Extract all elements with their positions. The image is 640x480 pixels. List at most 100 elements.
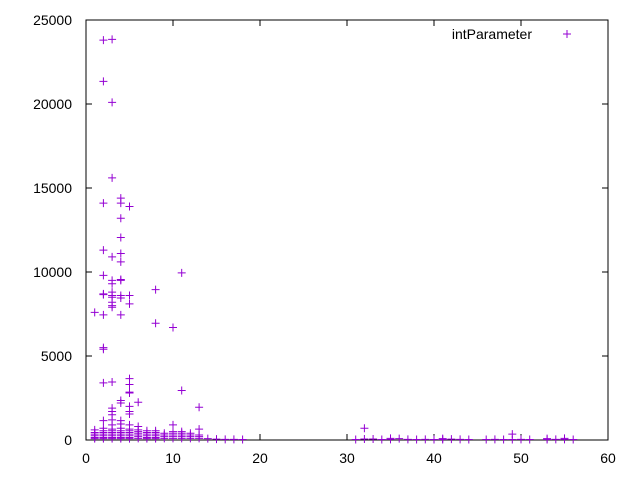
data-point <box>569 435 578 444</box>
data-point <box>125 202 134 211</box>
data-point <box>421 435 430 444</box>
y-axis: 0 5000 10000 15000 20000 25000 <box>33 12 608 448</box>
y-tick-label: 0 <box>64 432 72 448</box>
x-tick-label: 50 <box>513 450 529 466</box>
data-point <box>412 435 421 444</box>
data-point <box>108 173 117 182</box>
data-point <box>108 378 117 387</box>
data-point <box>99 199 108 208</box>
data-point <box>108 434 117 443</box>
data-point <box>169 420 177 429</box>
data-point <box>151 319 160 328</box>
data-point <box>195 434 204 443</box>
data-point <box>177 386 186 395</box>
data-point <box>195 403 204 412</box>
data-point <box>403 435 412 444</box>
data-point <box>116 249 125 258</box>
data-point <box>360 434 369 443</box>
data-point <box>160 434 169 443</box>
data-point <box>456 435 465 444</box>
data-point <box>116 276 125 285</box>
data-point <box>108 252 117 261</box>
data-point <box>99 434 108 443</box>
data-point <box>99 416 108 425</box>
data-point <box>186 434 195 443</box>
data-point <box>99 271 108 280</box>
data-point <box>499 435 508 444</box>
data-point <box>116 233 125 242</box>
plot-frame <box>85 19 609 441</box>
data-point <box>99 310 108 319</box>
data-point <box>464 435 473 444</box>
data-point <box>482 435 491 444</box>
data-point <box>142 434 151 443</box>
legend: intParameter <box>452 26 571 42</box>
data-point <box>221 435 230 444</box>
data-point <box>543 435 552 444</box>
x-tick-label: 0 <box>82 450 90 466</box>
data-point <box>99 246 108 255</box>
legend-marker <box>563 30 571 38</box>
data-point <box>203 434 212 443</box>
x-tick-label: 30 <box>339 450 355 466</box>
y-tick-label: 20000 <box>33 96 72 112</box>
data-point <box>238 435 247 444</box>
y-tick-label: 10000 <box>33 264 72 280</box>
data-point <box>99 36 108 45</box>
data-point <box>116 434 125 443</box>
data-point <box>525 435 534 444</box>
data-point <box>551 435 560 444</box>
data-point <box>108 35 117 44</box>
data-point <box>99 378 108 387</box>
x-axis: 0 10 20 30 40 50 60 <box>82 20 616 466</box>
data-point <box>90 434 99 443</box>
x-tick-label: 10 <box>165 450 181 466</box>
data-point <box>134 434 143 443</box>
data-point <box>560 435 569 444</box>
data-point <box>116 399 125 408</box>
data-point <box>125 380 134 389</box>
x-tick-label: 60 <box>600 450 616 466</box>
data-point <box>134 398 143 407</box>
data-point <box>212 435 221 444</box>
data-point <box>430 435 438 444</box>
data-point <box>177 434 186 443</box>
series-intParameter <box>90 35 578 444</box>
data-point <box>99 290 108 299</box>
data-point <box>169 434 177 443</box>
data-point <box>490 435 499 444</box>
data-point <box>108 303 117 312</box>
data-point <box>108 98 117 107</box>
data-point <box>116 199 125 208</box>
data-point <box>125 388 134 397</box>
data-point <box>90 308 99 317</box>
data-point <box>177 268 186 277</box>
data-point <box>386 435 395 444</box>
data-point <box>99 77 108 86</box>
data-point <box>125 299 134 308</box>
data-point <box>116 294 125 303</box>
y-tick-label: 5000 <box>41 348 72 364</box>
data-point <box>369 434 378 443</box>
data-point <box>360 424 369 433</box>
data-point <box>517 435 525 444</box>
data-point <box>125 291 134 300</box>
data-point <box>125 409 134 418</box>
data-point <box>438 435 447 444</box>
data-point <box>108 279 117 288</box>
data-point <box>508 435 517 444</box>
data-point <box>351 435 360 444</box>
data-point <box>116 214 125 223</box>
data-point <box>151 434 160 443</box>
data-point <box>377 435 386 444</box>
data-point <box>229 435 238 444</box>
x-tick-label: 40 <box>426 450 442 466</box>
data-point <box>116 257 125 266</box>
data-point <box>125 434 134 443</box>
data-point <box>99 345 108 354</box>
x-tick-label: 20 <box>252 450 268 466</box>
data-point <box>169 323 177 332</box>
y-tick-label: 25000 <box>33 12 72 28</box>
data-point <box>116 310 125 319</box>
